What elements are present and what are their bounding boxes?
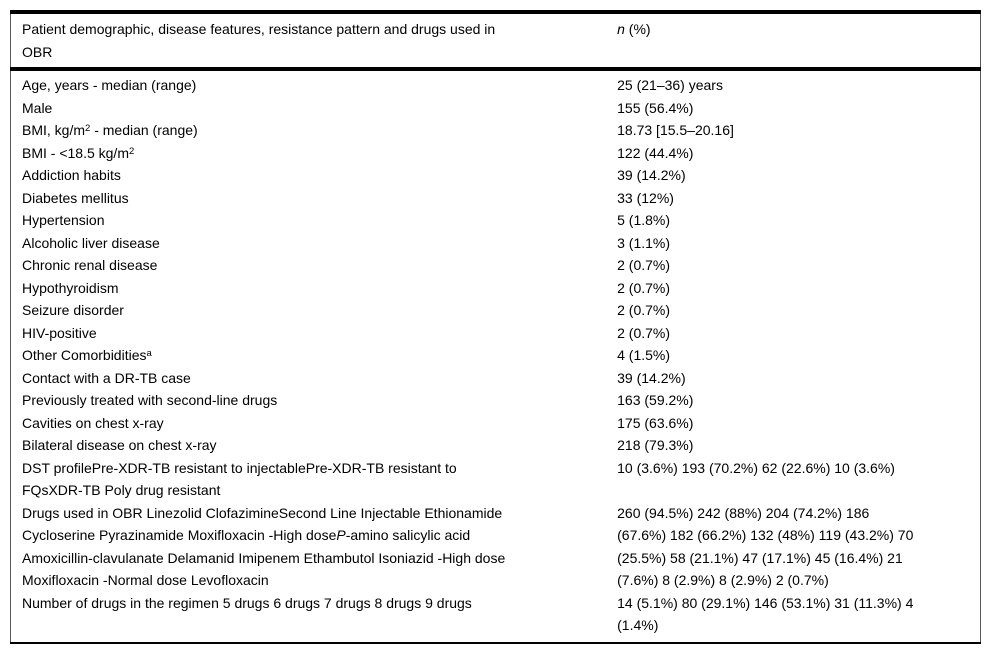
row-value-cell: 14 (5.1%) 80 (29.1%) 146 (53.1%) 31 (11.… (617, 594, 914, 634)
row-value-cell: 2 (0.7%) (617, 279, 671, 296)
row-label-cell: BMI - <18.5 kg/m2 (22, 144, 135, 161)
patient-characteristics-table: Patient demographic, disease features, r… (10, 10, 981, 644)
header-value-cell: n (%) (617, 12, 981, 71)
row-label-cell: Chronic renal disease (22, 257, 158, 273)
row-label-cell: Other Comorbiditiesa (22, 347, 152, 363)
row-value-cell: 4 (1.5%) (617, 347, 671, 363)
table-row-other-comorbidities: Other Comorbiditiesa 4 (1.5%) (11, 344, 981, 367)
table-row-hypothyroidism: Hypothyroidism 2 (0.7%) (11, 277, 981, 300)
table-row-bmi-median: BMI, kg/m2 - median (range) 18.73 [15.5–2… (11, 119, 981, 142)
row-label-cell: Seizure disorder (22, 302, 124, 318)
table-row-male: Male 155 (56.4%) (11, 97, 981, 120)
table-row-number-of-drugs-in-regimen: Number of drugs in the regimen 5 drugs 6… (11, 592, 981, 643)
table-row-seizure-disorder: Seizure disorder 2 (0.7%) (11, 299, 981, 322)
row-label-cell: Cavities on chest x-ray (22, 414, 164, 431)
row-value-cell: 218 (79.3%) (617, 437, 694, 453)
table-row-hiv-positive: HIV-positive 2 (0.7%) (11, 322, 981, 345)
row-label-cell: Bilateral disease on chest x-ray (22, 437, 217, 453)
row-label-cell: Previously treated with second-line drug… (22, 392, 278, 408)
row-label-cell: BMI, kg/m2 - median (range) (22, 122, 198, 138)
row-label-cell: Alcoholic liver disease (22, 234, 160, 251)
table-row-previously-treated-second-line: Previously treated with second-line drug… (11, 389, 981, 412)
row-label-cell: HIV-positive (22, 324, 97, 341)
table-header-row: Patient demographic, disease features, r… (10, 12, 981, 71)
table-row-hypertension: Hypertension 5 (1.8%) (11, 209, 981, 232)
row-value-cell: 163 (59.2%) (617, 392, 694, 408)
row-value-cell: 33 (12%) (617, 189, 674, 206)
row-label-cell: Number of drugs in the regimen 5 drugs 6… (22, 594, 472, 611)
row-label-cell: Male (22, 99, 53, 116)
table-row-age-median: Age, years - median (range) 25 (21–36) ye… (11, 69, 981, 97)
row-value-cell: 3 (1.1%) (617, 234, 671, 251)
table-row-diabetes-mellitus: Diabetes mellitus 33 (12%) (11, 187, 981, 210)
table-row-dst-profile: DST profilePre-XDR-TB resistant to injec… (11, 457, 981, 502)
row-label-cell: DST profilePre-XDR-TB resistant to injec… (22, 459, 457, 499)
row-label-cell: Hypothyroidism (22, 279, 119, 296)
header-label-cell: Patient demographic, disease features, r… (10, 12, 618, 71)
table-row-contact-drtb-case: Contact with a DR-TB case 39 (14.2%) (11, 367, 981, 390)
row-value-cell: 2 (0.7%) (617, 302, 671, 318)
row-value-cell: 39 (14.2%) (617, 167, 686, 183)
table-row-cavities-chest-xray: Cavities on chest x-ray 175 (63.6%) (11, 412, 981, 435)
row-value-cell: 122 (44.4%) (617, 144, 694, 161)
table-row-chronic-renal-disease: Chronic renal disease 2 (0.7%) (11, 254, 981, 277)
table-row-bilateral-disease-chest-xray: Bilateral disease on chest x-ray 218 (79.… (11, 434, 981, 457)
row-value-cell: 18.73 [15.5–20.16] (617, 122, 734, 138)
document-page: Patient demographic, disease features, r… (10, 10, 981, 644)
row-label-cell: Age, years - median (range) (22, 77, 197, 93)
row-value-cell: 39 (14.2%) (617, 369, 686, 386)
table-row-bmi-under-18-5: BMI - <18.5 kg/m2 122 (44.4%) (11, 142, 981, 165)
row-label-cell: Hypertension (22, 212, 105, 228)
row-value-cell: 2 (0.7%) (617, 324, 671, 341)
row-value-cell: 25 (21–36) years (617, 77, 723, 93)
table-row-addiction-habits: Addiction habits 39 (14.2%) (11, 164, 981, 187)
table-header: Patient demographic, disease features, r… (10, 12, 981, 71)
table-row-alcoholic-liver-disease: Alcoholic liver disease 3 (1.1%) (11, 232, 981, 255)
row-label-cell: Drugs used in OBR Linezolid ClofazimineS… (22, 504, 506, 589)
row-value-cell: 155 (56.4%) (617, 99, 694, 116)
row-value-cell: 5 (1.8%) (617, 212, 671, 228)
row-label-cell: Contact with a DR-TB case (22, 369, 191, 386)
row-value-cell: 175 (63.6%) (617, 414, 694, 431)
row-value-cell: 2 (0.7%) (617, 257, 671, 273)
row-value-cell: 10 (3.6%) 193 (70.2%) 62 (22.6%) 10 (3.6… (617, 459, 895, 476)
table-row-drugs-used-in-obr: Drugs used in OBR Linezolid ClofazimineS… (11, 502, 981, 592)
row-label-cell: Diabetes mellitus (22, 189, 129, 206)
table-body: Age, years - median (range) 25 (21–36) ye… (11, 69, 981, 643)
row-value-cell: 260 (94.5%) 242 (88%) 204 (74.2%) 186 (6… (617, 504, 914, 589)
row-label-cell: Addiction habits (22, 167, 121, 183)
